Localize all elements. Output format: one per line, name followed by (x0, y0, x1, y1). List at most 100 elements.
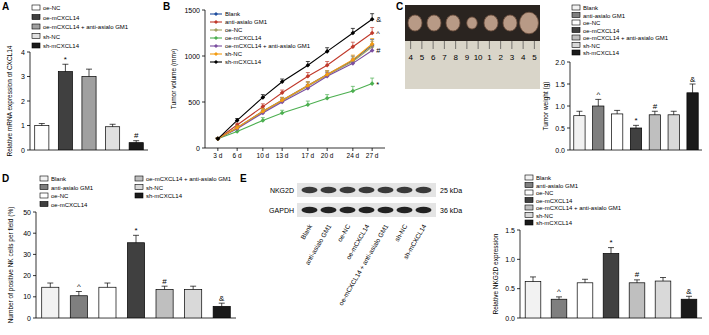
error-bar (692, 84, 693, 93)
legend-label: oe-NC (536, 190, 554, 196)
marker (235, 118, 240, 123)
ruler-tick (410, 41, 411, 49)
y-tick (567, 84, 570, 85)
legend-label: anti-asialo GM1 (51, 185, 94, 191)
legend-swatch (525, 220, 533, 225)
error-bar (136, 235, 137, 242)
y-tick (33, 296, 36, 297)
bar (213, 306, 230, 318)
significance: # (376, 46, 381, 55)
error-cap (325, 47, 329, 48)
error-cap (370, 38, 374, 39)
error-bar (617, 110, 618, 114)
blot-strip (297, 203, 436, 217)
legend-label: oe-mCXCL14 (51, 202, 88, 208)
error-cap (162, 286, 168, 287)
x-tick (217, 148, 218, 151)
legend-label: sh-mCXCL14 (536, 220, 573, 226)
error-cap (370, 78, 374, 79)
error-cap (351, 55, 355, 56)
error-cap (86, 69, 92, 70)
marker (261, 104, 266, 109)
band (359, 207, 375, 213)
significance: ^ (596, 90, 600, 99)
marker (325, 63, 330, 68)
y-tick (567, 106, 570, 107)
marker (280, 79, 285, 84)
ruler-label: 6 (431, 53, 436, 62)
legend-label: sh-NC (536, 213, 554, 219)
error-bar (193, 286, 194, 289)
legend-marker (214, 12, 218, 16)
legend-swatch (40, 202, 48, 207)
legend-swatch (32, 34, 40, 39)
x-tick-label: 13 d (276, 152, 289, 159)
y-tick-label: 20 (23, 272, 31, 279)
y-tick (517, 259, 520, 260)
legend-label: oe-NC (225, 27, 243, 33)
lane-label: oe-mCXCL14 + anti-asialo GM1 (337, 223, 389, 307)
bar (611, 114, 622, 150)
marker (261, 118, 266, 123)
legend-swatch (572, 20, 580, 25)
error-cap (556, 296, 562, 297)
legend-swatch (32, 43, 40, 48)
x-tick-label: 6 d (233, 152, 242, 159)
y-tick-label: 500 (188, 99, 200, 106)
error-cap (306, 101, 310, 102)
y-tick (567, 128, 570, 129)
lane-label: Blank (299, 222, 314, 240)
legend-label: anti-asialo GM1 (536, 183, 579, 189)
error-bar (673, 111, 674, 115)
error-bar (585, 279, 586, 283)
series-line (218, 45, 372, 139)
y-tick-label: 1.5 (555, 81, 565, 88)
error-bar (107, 283, 108, 287)
error-bar (611, 248, 612, 254)
error-cap (280, 110, 284, 111)
y-axis-label: Relative NKG2D expression (492, 233, 500, 314)
legend: Blankanti-asialo GM1oe-NCoe-mCXCL14oe-mC… (572, 5, 669, 56)
bar (655, 281, 671, 318)
bars (574, 84, 698, 150)
significance: * (609, 238, 612, 247)
significance: * (376, 80, 379, 89)
error-cap (261, 94, 265, 95)
marker (306, 83, 311, 88)
error-cap (608, 247, 614, 248)
significance: # (635, 270, 640, 279)
error-cap (325, 70, 329, 71)
tumor (446, 15, 460, 31)
ruler-label: 2 (498, 53, 503, 62)
significance: & (690, 75, 696, 84)
bar-panel: 01234Relative mRNA expression of CXCL14*… (6, 5, 148, 156)
error-cap (595, 99, 601, 100)
bar (574, 116, 585, 150)
tumor (503, 15, 517, 31)
y-tick-label: 3 (21, 73, 25, 80)
ruler-label: 10 (474, 53, 483, 62)
band (302, 187, 318, 193)
error-cap (219, 303, 225, 304)
y-tick (27, 150, 30, 151)
y-axis-label: Tumor volume (mm³) (170, 49, 178, 109)
bar (106, 127, 120, 150)
legend: Blankanti-asialo GM1oe-NCoe-mCXCL14oe-mC… (525, 175, 622, 226)
ruler-label: 3 (510, 53, 515, 62)
y-tick-label: 40 (23, 230, 31, 237)
bar (687, 93, 698, 150)
bars (35, 64, 144, 150)
y-tick (27, 125, 30, 126)
bar (129, 143, 143, 150)
y-tick (27, 52, 30, 53)
error-cap (325, 70, 329, 71)
x-tick (237, 148, 238, 151)
marker (351, 45, 356, 50)
bar (668, 115, 679, 150)
band (340, 207, 356, 213)
x-tick (282, 148, 283, 151)
band (378, 187, 394, 193)
error-bar (50, 283, 51, 287)
y-tick (33, 233, 36, 234)
error-cap (686, 296, 692, 297)
